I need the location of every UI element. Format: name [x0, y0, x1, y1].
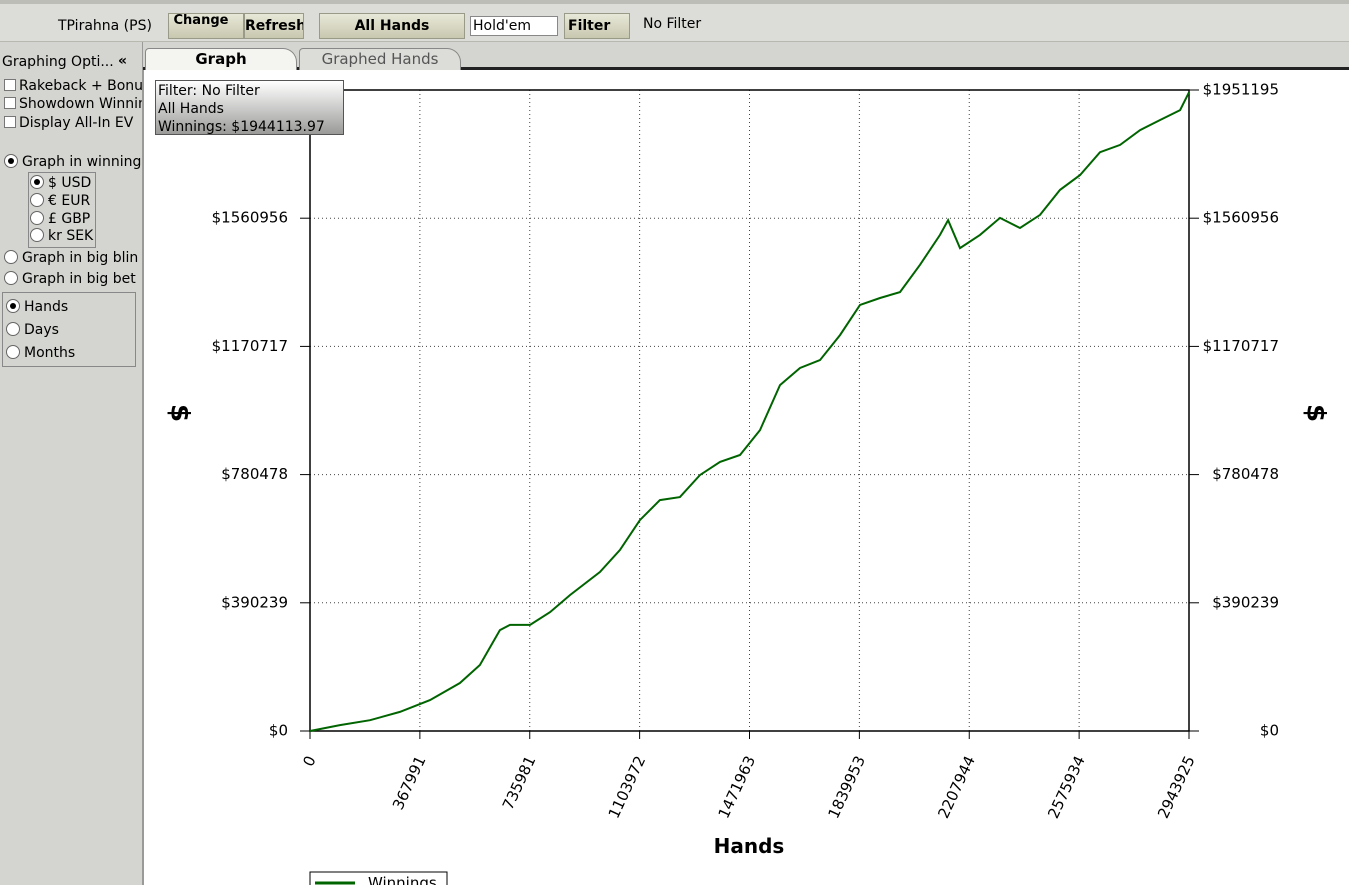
checkbox-label[interactable]: Rakeback + Bonu: [19, 78, 144, 94]
tooltip-line: All Hands: [158, 101, 224, 117]
x-axis-label: Hands: [714, 834, 785, 858]
chart: $ $ Hands $0 $0 $390239 $390239 $780478 $7804…: [165, 81, 1331, 885]
x-tick-label: 367991: [389, 753, 430, 813]
collapse-button[interactable]: «: [118, 53, 128, 69]
y2-tick-label: $390239: [1212, 593, 1279, 611]
x-unit-group: [2, 292, 136, 367]
tab-bar: Graph Graphed Hands: [143, 42, 1349, 70]
tooltip: Filter: No Filter All Hands Winnings: $1…: [155, 80, 344, 135]
all-hands-button[interactable]: All Hands: [319, 13, 465, 39]
y-tick-label: $390239: [221, 593, 288, 611]
radio-label[interactable]: $ USD: [48, 175, 92, 191]
radio-label[interactable]: £ GBP: [48, 211, 91, 227]
radio-label[interactable]: Hands: [24, 299, 69, 315]
x-tick-label: 2943925: [1154, 753, 1199, 821]
tooltip-line: Filter: No Filter: [158, 83, 260, 99]
y2-tick-label: $1170717: [1203, 337, 1279, 355]
x-tick-label: 1471963: [715, 753, 760, 821]
change-button[interactable]: Change: [168, 13, 244, 39]
y2-axis-label: $: [1301, 404, 1331, 422]
filter-button[interactable]: Filter: [564, 13, 630, 39]
sidebar-title: Graphing Opti...: [2, 54, 114, 70]
sidebar: Graphing Opti... « Rakeback + Bonu Showd…: [0, 42, 144, 885]
radio-label[interactable]: Days: [24, 322, 59, 338]
x-tick-label: 2207944: [934, 753, 979, 821]
y-tick-label: $780478: [221, 465, 288, 483]
y2-tick-label: $1951195: [1203, 81, 1279, 99]
plot-frame: [309, 89, 1190, 732]
toolbar: TPirahna (PS) Change Refresh All Hands H…: [0, 0, 1349, 42]
x-tick-label: 0: [299, 753, 319, 769]
y-axis-label: $: [165, 404, 195, 422]
y2-tick-label: $780478: [1212, 465, 1279, 483]
tooltip-line: Winnings: $1944113.97: [158, 119, 325, 135]
radio-label[interactable]: Graph in winning: [22, 154, 142, 170]
legend-label: Winnings: [368, 874, 437, 885]
currency-group: [28, 172, 96, 248]
y-tick-label: $0: [269, 722, 288, 740]
refresh-button[interactable]: Refresh: [244, 13, 304, 39]
tab[interactable]: Graphed Hands: [299, 48, 461, 70]
x-tick-label: 2575934: [1044, 753, 1089, 821]
tab[interactable]: Graph: [145, 48, 297, 70]
radio-label[interactable]: kr SEK: [48, 228, 94, 244]
line-series: [309, 91, 1190, 732]
y-tick-label: $1560956: [212, 209, 288, 227]
x-tick-label: 735981: [499, 753, 540, 813]
filter-status: No Filter: [643, 16, 702, 32]
radio-label[interactable]: Graph in big bet: [22, 271, 136, 287]
game-select[interactable]: Hold'em: [470, 16, 558, 36]
checkbox-label[interactable]: Showdown Winnin: [19, 96, 144, 112]
radio-label[interactable]: € EUR: [48, 193, 91, 209]
player-name: TPirahna (PS): [58, 18, 152, 34]
radio-label[interactable]: Graph in big blin: [22, 250, 139, 266]
y2-tick-label: $1560956: [1203, 209, 1279, 227]
radio-label[interactable]: Months: [24, 345, 76, 361]
y2-tick-label: $0: [1260, 722, 1279, 740]
x-tick-label: 1839953: [824, 753, 869, 821]
y-tick-label: $1170717: [212, 337, 288, 355]
checkbox-label[interactable]: Display All-In EV: [19, 115, 134, 131]
x-tick-label: 1103972: [605, 753, 650, 821]
